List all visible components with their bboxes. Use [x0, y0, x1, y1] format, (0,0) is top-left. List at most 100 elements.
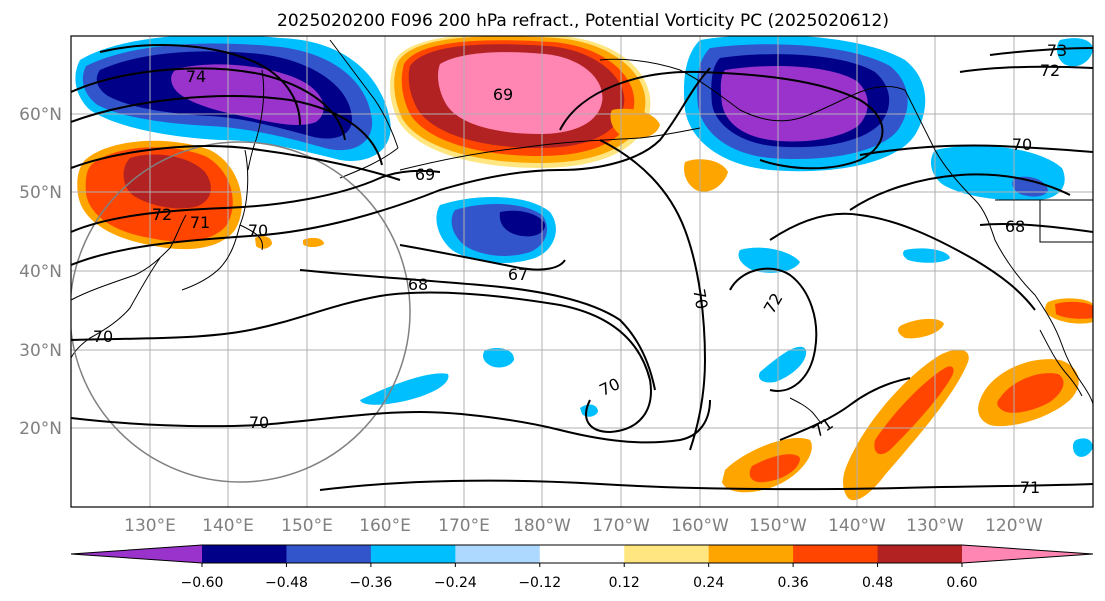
colorbar-tick-label: 0.12	[609, 575, 640, 591]
colorbar-tick-label: −0.60	[181, 575, 224, 591]
anomaly-central-navy	[499, 210, 546, 237]
colorbar-tick-label: −0.24	[434, 575, 477, 591]
coastlines	[71, 39, 1093, 425]
colorbar-extend-max	[962, 545, 1093, 563]
lat-label: 50°N	[19, 183, 62, 203]
coast-na-west	[904, 89, 1093, 406]
contour-label: 70	[249, 413, 269, 432]
lon-label: 160°W	[671, 516, 729, 536]
anomaly-small-blue-7	[1056, 38, 1093, 67]
lon-label: 150°E	[281, 516, 333, 536]
colorbar: −0.60 −0.48 −0.36 −0.24 −0.12 0.12 0.24 0.36 0.4…	[70, 544, 1094, 591]
anomaly-small-orange-4	[255, 236, 272, 249]
lon-label: 140°W	[828, 516, 886, 536]
anomaly-small-orange-1	[897, 318, 944, 339]
graticule	[71, 36, 1093, 507]
contour-69	[71, 67, 711, 266]
map-frame	[70, 35, 1094, 508]
anomaly-small-blue-1	[360, 373, 449, 405]
coast-hawaii	[789, 397, 823, 425]
colorbar-tick-label: −0.12	[518, 575, 561, 591]
contour-72-ne	[959, 65, 1093, 73]
colorbar-bin	[370, 545, 456, 563]
contour-70-south	[71, 399, 711, 444]
contour-label: 67	[508, 265, 528, 284]
colorbar-tick-label: 0.24	[693, 575, 724, 591]
lon-label: 170°E	[438, 516, 490, 536]
border-us-canada	[995, 199, 1093, 243]
contour-label: 73	[1047, 41, 1067, 60]
lon-label: 130°E	[124, 516, 176, 536]
lon-label: 160°E	[359, 516, 411, 536]
anomaly-coast-red	[1055, 301, 1093, 319]
anomaly-small-blue-2	[738, 247, 800, 273]
lon-label: 130°W	[906, 516, 964, 536]
anomaly-small-blue-4	[483, 348, 515, 368]
contour-label: 70	[93, 327, 113, 346]
lat-label: 20°N	[19, 419, 62, 439]
lon-label: 170°W	[592, 516, 650, 536]
lon-label: 180°W	[513, 516, 571, 536]
longitude-labels: 130°E 140°E 150°E 160°E 170°E 180°W 170°…	[124, 516, 1043, 536]
anomaly-small-orange-3	[610, 108, 660, 139]
colorbar-bin	[624, 545, 710, 563]
contour-label: 70	[1012, 135, 1032, 154]
contour-70-main	[71, 291, 652, 434]
anomaly-ne-purple	[720, 66, 868, 142]
lon-label: 140°E	[202, 516, 254, 536]
contour-69-east	[849, 173, 1071, 211]
map-content: 73 72 74 70 69 70 71 72 70 68 67 69 68 7…	[71, 36, 1093, 507]
anomaly-small-blue-6	[1072, 438, 1093, 457]
coast-baja	[1039, 329, 1083, 397]
colorbar-bin	[539, 545, 625, 563]
colorbar-tick-label: 0.36	[778, 575, 809, 591]
colorbar-tick-label: 0.60	[946, 575, 977, 591]
colorbar-bin	[202, 545, 287, 563]
anomaly-south-red	[749, 454, 800, 483]
contour-label: 70	[689, 287, 711, 310]
contour-label: 68	[408, 275, 428, 294]
refractivity-contours	[71, 44, 1093, 491]
contour-68-east	[979, 223, 1093, 233]
anomaly-small-orange-5	[303, 237, 324, 247]
lon-label: 120°W	[985, 516, 1043, 536]
anomaly-west-darkred	[123, 154, 211, 209]
colorbar-tick-label: −0.48	[265, 575, 308, 591]
contour-74	[99, 44, 301, 126]
coast-kamchatka	[329, 39, 399, 179]
anomaly-small-blue-8	[580, 404, 598, 417]
anomaly-small-orange-2	[684, 159, 728, 192]
coast-sakhalin	[247, 69, 265, 171]
contour-label: 69	[493, 85, 513, 104]
contour-71-se	[779, 377, 911, 441]
colorbar-bin	[455, 545, 541, 563]
colorbar-bin	[708, 545, 794, 563]
contour-label: 69	[415, 165, 435, 184]
figure-title: 2025020200 F096 200 hPa refract., Potent…	[277, 11, 889, 31]
contour-label: 72	[152, 205, 172, 224]
coast-korea-china	[71, 214, 187, 359]
contour-70-w	[71, 169, 441, 233]
projection-circle	[71, 141, 411, 483]
contour-label: 71	[190, 213, 210, 232]
colorbar-extend-min	[71, 545, 202, 563]
contour-71-mid	[769, 212, 1036, 311]
contour-label: 71	[1020, 478, 1040, 497]
contour-71-w	[71, 145, 401, 181]
anomaly-nw-purple	[171, 64, 324, 125]
contour-72	[71, 95, 383, 166]
colorbar-bin	[793, 545, 879, 563]
contour-70-ne	[859, 144, 1093, 156]
contour-68	[299, 269, 656, 391]
contour-73-ne	[989, 47, 1093, 56]
anomaly-small-blue-3	[758, 346, 807, 383]
colorbar-bin	[286, 545, 372, 563]
contour-67	[399, 244, 566, 271]
latitude-labels: 60°N 50°N 40°N 30°N 20°N	[19, 105, 62, 439]
colorbar-tick-label: 0.48	[862, 575, 893, 591]
anomaly-se-band-red	[874, 366, 954, 455]
anomaly-small-blue-5	[903, 248, 950, 263]
contour-label: 70	[248, 221, 268, 240]
lon-label: 150°W	[749, 516, 807, 536]
